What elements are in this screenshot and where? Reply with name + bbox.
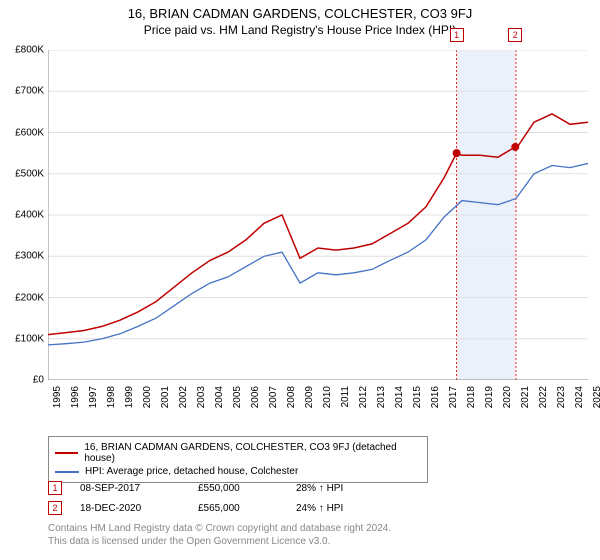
legend-label: HPI: Average price, detached house, Colc…	[85, 466, 298, 477]
y-tick-label: £300K	[2, 251, 44, 262]
y-tick-label: £400K	[2, 210, 44, 221]
x-tick-label: 1998	[106, 386, 117, 426]
sale-marker-label: 2	[508, 28, 522, 42]
legend-item: 16, BRIAN CADMAN GARDENS, COLCHESTER, CO…	[55, 441, 421, 465]
x-tick-label: 2001	[160, 386, 171, 426]
x-tick-label: 2022	[538, 386, 549, 426]
sale-price: £565,000	[198, 503, 278, 514]
x-tick-label: 2019	[484, 386, 495, 426]
x-tick-label: 1997	[88, 386, 99, 426]
sale-delta: 24% ↑ HPI	[296, 503, 376, 514]
x-tick-label: 2018	[466, 386, 477, 426]
footer-attribution: Contains HM Land Registry data © Crown c…	[48, 522, 391, 548]
x-tick-label: 2005	[232, 386, 243, 426]
footer-line1: Contains HM Land Registry data © Crown c…	[48, 522, 391, 535]
x-tick-label: 2009	[304, 386, 315, 426]
legend-swatch	[55, 452, 78, 454]
x-tick-label: 2002	[178, 386, 189, 426]
x-tick-label: 2000	[142, 386, 153, 426]
sale-marker-label: 1	[450, 28, 464, 42]
x-tick-label: 2012	[358, 386, 369, 426]
y-tick-label: £700K	[2, 86, 44, 97]
chart-title: 16, BRIAN CADMAN GARDENS, COLCHESTER, CO…	[0, 0, 600, 21]
x-tick-label: 2008	[286, 386, 297, 426]
sale-date: 18-DEC-2020	[80, 503, 180, 514]
y-tick-label: £0	[2, 375, 44, 386]
y-tick-label: £800K	[2, 45, 44, 56]
x-tick-label: 2004	[214, 386, 225, 426]
legend: 16, BRIAN CADMAN GARDENS, COLCHESTER, CO…	[48, 436, 428, 483]
chart-plot	[48, 50, 588, 380]
x-tick-label: 2003	[196, 386, 207, 426]
x-tick-label: 2016	[430, 386, 441, 426]
x-tick-label: 1995	[52, 386, 63, 426]
x-tick-label: 2023	[556, 386, 567, 426]
x-tick-label: 2017	[448, 386, 459, 426]
sales-table: 1 08-SEP-2017 £550,000 28% ↑ HPI 2 18-DEC-202…	[48, 478, 376, 518]
sale-row: 2 18-DEC-2020 £565,000 24% ↑ HPI	[48, 498, 376, 518]
chart-area: £0£100K£200K£300K£400K£500K£600K£700K£80…	[48, 50, 588, 400]
x-tick-label: 2011	[340, 386, 351, 426]
x-tick-label: 2021	[520, 386, 531, 426]
sale-date: 08-SEP-2017	[80, 483, 180, 494]
footer-line2: This data is licensed under the Open Gov…	[48, 535, 391, 548]
sale-delta: 28% ↑ HPI	[296, 483, 376, 494]
x-tick-label: 2024	[574, 386, 585, 426]
x-tick-label: 2007	[268, 386, 279, 426]
y-tick-label: £500K	[2, 168, 44, 179]
x-tick-label: 2020	[502, 386, 513, 426]
x-tick-label: 2025	[592, 386, 600, 426]
chart-container: 16, BRIAN CADMAN GARDENS, COLCHESTER, CO…	[0, 0, 600, 560]
x-tick-label: 2006	[250, 386, 261, 426]
x-tick-label: 2013	[376, 386, 387, 426]
y-tick-label: £200K	[2, 292, 44, 303]
y-tick-label: £600K	[2, 127, 44, 138]
x-tick-label: 2014	[394, 386, 405, 426]
x-tick-label: 2010	[322, 386, 333, 426]
legend-item: HPI: Average price, detached house, Colc…	[55, 465, 421, 478]
sale-row-marker: 1	[48, 481, 62, 495]
y-tick-label: £100K	[2, 333, 44, 344]
sale-row: 1 08-SEP-2017 £550,000 28% ↑ HPI	[48, 478, 376, 498]
legend-label: 16, BRIAN CADMAN GARDENS, COLCHESTER, CO…	[84, 442, 421, 464]
sale-price: £550,000	[198, 483, 278, 494]
x-tick-label: 1999	[124, 386, 135, 426]
x-tick-label: 2015	[412, 386, 423, 426]
x-tick-label: 1996	[70, 386, 81, 426]
sale-row-marker: 2	[48, 501, 62, 515]
legend-swatch	[55, 471, 79, 473]
